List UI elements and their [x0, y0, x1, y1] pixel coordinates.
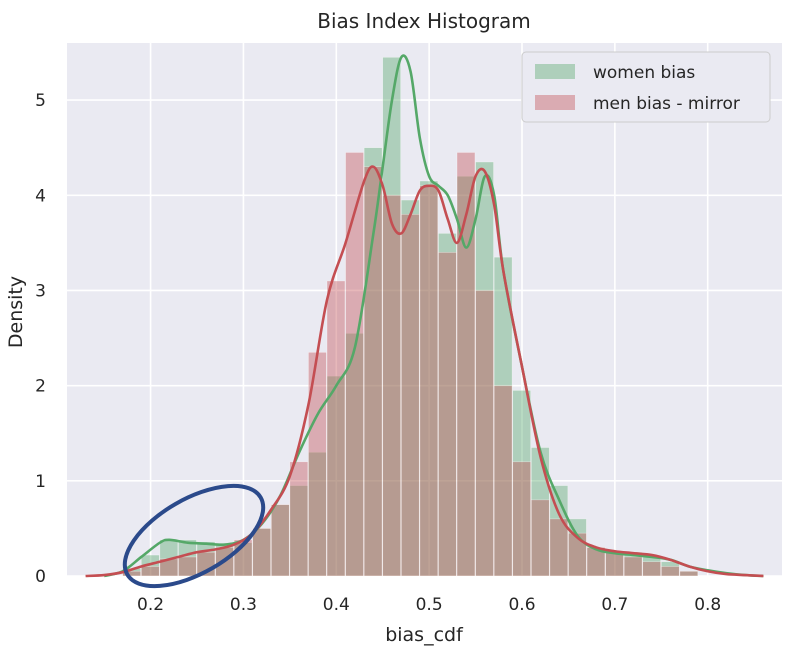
- y-axis-label: Density: [5, 276, 27, 348]
- women-bias-kde-line: [103, 54, 764, 578]
- kde-lines: [85, 54, 764, 578]
- men-bias-bar: [345, 152, 364, 577]
- men-bias-bar: [475, 290, 494, 577]
- legend-label-women: women bias: [593, 63, 695, 83]
- men-bias-bar: [642, 561, 661, 577]
- y-tick-label: 5: [35, 91, 46, 111]
- x-tick-label: 0.2: [137, 595, 164, 615]
- men-bias-bar: [270, 504, 290, 577]
- men-bias-bar: [623, 556, 643, 577]
- annotation-ellipse: [122, 483, 266, 589]
- y-tick-label: 2: [35, 377, 46, 397]
- y-tick-label: 0: [35, 567, 46, 587]
- legend: women bias men bias - mirror: [521, 51, 771, 123]
- men-bias-bar: [438, 252, 457, 577]
- tick-labels: 0.2 0.3 0.4 0.5 0.6 0.7 0.8 0 1 2 3 4 5: [35, 91, 721, 615]
- plot-background: [67, 43, 782, 576]
- men-bias-bar: [400, 214, 420, 577]
- men-bias-bar: [493, 385, 513, 577]
- legend-label-men: men bias - mirror: [593, 94, 740, 114]
- men-bias-bar: [530, 499, 550, 577]
- men-bias-bar: [605, 551, 624, 577]
- legend-swatch-women: [535, 64, 575, 79]
- men-bias-bar: [549, 518, 569, 577]
- men-bias-bar: [512, 461, 531, 577]
- men-bias-bar: [140, 566, 160, 577]
- men-bias-kde-line: [85, 165, 764, 578]
- men-bias-bar: [289, 461, 309, 577]
- men-bias-bar: [568, 532, 587, 577]
- men-bias-bar: [326, 280, 346, 577]
- men-bias-bar: [679, 570, 699, 577]
- men-bias-bar: [419, 185, 439, 577]
- x-tick-label: 0.5: [416, 595, 443, 615]
- men-bias-bar: [178, 556, 197, 577]
- men-bias-bar: [382, 194, 401, 577]
- y-tick-label: 3: [35, 281, 46, 301]
- x-tick-label: 0.4: [323, 595, 350, 615]
- men-bias-bar: [122, 570, 141, 577]
- men-bias-bar: [252, 528, 271, 577]
- x-tick-label: 0.3: [230, 595, 257, 615]
- men-bias-bar: [660, 566, 680, 577]
- men-bias-bar: [456, 152, 476, 577]
- men-bias-bars: [122, 152, 699, 577]
- x-tick-label: 0.8: [694, 595, 721, 615]
- legend-box: [521, 51, 771, 123]
- x-tick-label: 0.6: [508, 595, 535, 615]
- x-tick-label: 0.7: [601, 595, 628, 615]
- chart-title: Bias Index Histogram: [317, 9, 530, 33]
- y-tick-label: 1: [35, 472, 46, 492]
- x-axis-label: bias_cdf: [385, 624, 464, 646]
- y-tick-label: 4: [35, 186, 46, 206]
- legend-swatch-men: [535, 95, 575, 110]
